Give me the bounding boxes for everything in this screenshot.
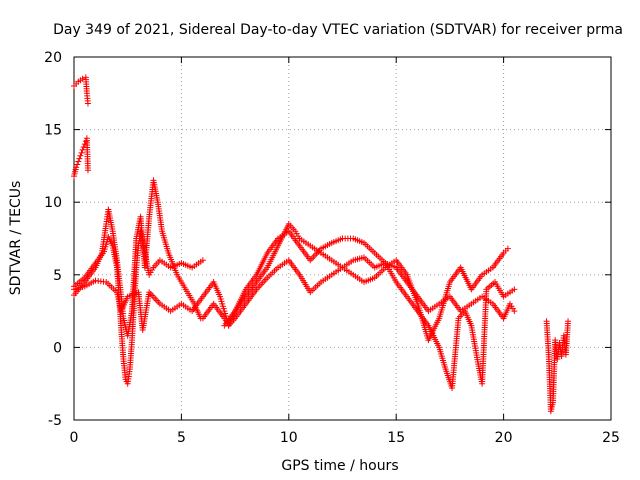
chart-title: Day 349 of 2021, Sidereal Day-to-day VTE… [53, 22, 623, 38]
x-tick-label: 0 [70, 430, 79, 446]
y-tick-label: 5 [53, 268, 62, 284]
y-tick-label: 0 [53, 340, 62, 356]
grid-lines [74, 57, 611, 420]
data-point [84, 100, 91, 107]
x-tick-label: 5 [177, 430, 186, 446]
x-axis: 0 5 10 15 20 25 [70, 57, 620, 446]
y-axis-label: SDTVAR / TECUs [8, 181, 24, 296]
data-point [504, 245, 511, 252]
plot-border [73, 56, 612, 421]
x-tick-label: 25 [602, 430, 620, 446]
x-tick-label: 15 [387, 430, 405, 446]
y-tick-label: 20 [44, 50, 62, 66]
data-point [77, 152, 84, 159]
x-tick-label: 10 [280, 430, 298, 446]
data-point [75, 158, 82, 165]
data-point [511, 308, 518, 315]
y-tick-label: 15 [44, 123, 62, 139]
y-tick-label: -5 [48, 413, 62, 429]
data-point [565, 318, 572, 325]
data-point [84, 167, 91, 174]
y-axis: -5 0 5 10 15 20 [44, 50, 611, 429]
x-tick-label: 20 [495, 430, 513, 446]
data-point [511, 286, 518, 293]
data-point-fill [74, 161, 81, 168]
x-axis-label: GPS time / hours [281, 458, 398, 474]
data-point-fill [78, 149, 85, 156]
data-point-fill [76, 155, 83, 162]
data-point [79, 75, 86, 82]
y-tick-label: 10 [44, 195, 62, 211]
data-points [71, 74, 572, 415]
data-point [199, 257, 206, 264]
data-point [73, 164, 80, 171]
